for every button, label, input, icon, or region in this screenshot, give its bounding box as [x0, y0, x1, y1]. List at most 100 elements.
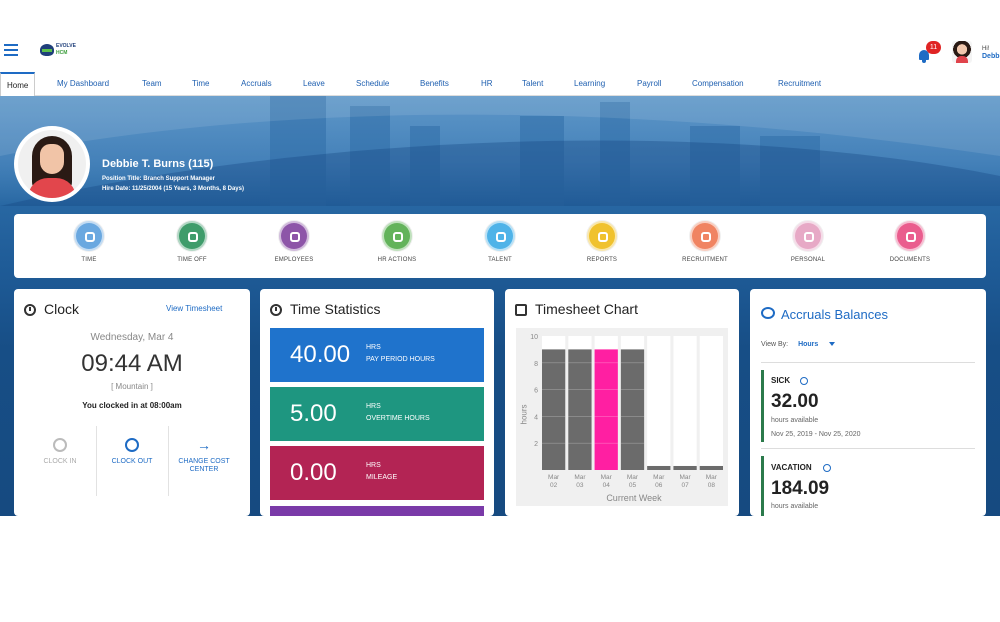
stat-overtime-hours[interactable]: 5.00 HRS OVERTIME HOURS: [270, 387, 484, 441]
stat-mileage[interactable]: 0.00 HRS MILEAGE: [270, 446, 484, 500]
document-icon: [895, 221, 925, 251]
tab-schedule[interactable]: Schedule: [356, 79, 390, 88]
tab-learning[interactable]: Learning: [574, 79, 606, 88]
timesheet-chart: 108642Mar02Mar03Mar04Mar05Mar06Mar07Mar0…: [530, 334, 723, 503]
accrual-type-sick: SICK: [771, 376, 791, 385]
quick-nav-hr-actions[interactable]: HR ACTIONS: [362, 221, 432, 263]
bar-background: [673, 336, 697, 470]
view-by-control[interactable]: View By: Hours: [761, 341, 818, 348]
accrual-type-vacation: VACATION: [771, 463, 812, 472]
bar-mar-07[interactable]: [673, 465, 697, 470]
x-tick-label: 04: [603, 482, 611, 489]
chevron-down-icon[interactable]: [829, 342, 835, 346]
company-logo[interactable]: EVOLVE HCM: [40, 42, 78, 60]
tab-hr[interactable]: HR: [481, 79, 493, 88]
quick-nav-label: TALENT: [488, 257, 512, 263]
hero-wave: [0, 96, 1000, 206]
divider: [96, 426, 97, 496]
x-tick-label: Mar: [574, 474, 586, 481]
hamburger-menu-icon[interactable]: [4, 44, 18, 56]
employee-name: Debbie T. Burns (115): [102, 158, 214, 170]
clock-timezone: [ Mountain ]: [111, 382, 153, 391]
star-icon: [485, 221, 515, 251]
info-icon[interactable]: [800, 377, 808, 385]
quick-nav-reports[interactable]: REPORTS: [567, 221, 637, 263]
hr-actions-icon: [382, 221, 412, 251]
clock-out-button[interactable]: CLOCK OUT: [102, 438, 162, 466]
chart-xlabel: Current Week: [606, 493, 662, 503]
x-tick-label: 02: [550, 482, 558, 489]
skyline-building: [350, 106, 390, 206]
greeting-text: Hi!: [982, 46, 990, 52]
view-timesheet-link[interactable]: View Timesheet: [166, 304, 223, 313]
stat-label: OVERTIME HOURS: [366, 415, 430, 422]
notifications-bell-icon[interactable]: [917, 48, 931, 64]
quick-nav-time[interactable]: TIME: [54, 221, 124, 263]
bar-mar-05[interactable]: [620, 349, 645, 470]
quick-nav-talent[interactable]: TALENT: [465, 221, 535, 263]
bar-mar-02[interactable]: [542, 349, 566, 470]
arrow-out-icon: [125, 438, 139, 452]
accruals-title: Accruals Balances: [781, 307, 888, 322]
quick-nav-label: RECRUITMENT: [682, 257, 728, 263]
user-avatar[interactable]: [952, 41, 972, 63]
stat-next-partial[interactable]: [270, 506, 484, 516]
tab-accruals[interactable]: Accruals: [241, 79, 272, 88]
x-tick-label: Mar: [679, 474, 691, 481]
people-icon: [279, 221, 309, 251]
person-icon: [793, 221, 823, 251]
x-tick-label: 03: [576, 482, 584, 489]
tab-my-dashboard[interactable]: My Dashboard: [57, 79, 110, 88]
y-tick-label: 10: [530, 334, 538, 341]
tab-time[interactable]: Time: [192, 79, 210, 88]
quick-nav-employees[interactable]: EMPLOYEES: [259, 221, 329, 263]
tab-talent[interactable]: Talent: [522, 79, 544, 88]
clock-time: 09:44 AM: [81, 350, 183, 377]
tab-home[interactable]: Home: [0, 72, 36, 96]
accrual-value-sick: 32.00: [771, 391, 819, 412]
x-tick-label: 08: [708, 482, 716, 489]
user-greeting[interactable]: Hi! Debbi: [982, 45, 1000, 61]
skyline-building: [410, 126, 440, 206]
bar-mar-04[interactable]: [594, 349, 618, 470]
bar-mar-08[interactable]: [699, 465, 723, 470]
stat-label: PAY PERIOD HOURS: [366, 356, 435, 363]
bar-mar-03[interactable]: [568, 349, 592, 470]
timesheet-chart-title: Timesheet Chart: [535, 301, 638, 317]
change-cost-center-button[interactable]: → CHANGE COST CENTER: [174, 438, 234, 474]
accrual-sub-vacation: hours available: [771, 503, 819, 510]
tab-team[interactable]: Team: [142, 79, 162, 88]
skyline-building: [600, 102, 630, 206]
x-tick-label: Mar: [627, 474, 639, 481]
quick-nav-label: EMPLOYEES: [274, 257, 314, 263]
tab-compensation[interactable]: Compensation: [692, 79, 744, 88]
clock-date: Wednesday, Mar 4: [90, 332, 174, 343]
arrow-right-icon: →: [197, 437, 211, 453]
tab-payroll[interactable]: Payroll: [637, 79, 662, 88]
stat-pay-period-hours[interactable]: 40.00 HRS PAY PERIOD HOURS: [270, 328, 484, 382]
quick-nav-recruitment[interactable]: RECRUITMENT: [670, 221, 740, 263]
bar-mar-06[interactable]: [647, 465, 671, 470]
divider: [761, 448, 975, 449]
chart-card-icon: [515, 304, 527, 316]
logo-line2: HCM: [56, 50, 68, 56]
y-tick-label: 4: [534, 414, 538, 421]
tab-recruitment[interactable]: Recruitment: [778, 79, 822, 88]
user-first-name: Debbi: [982, 53, 1000, 60]
quick-nav-label: REPORTS: [586, 257, 618, 263]
tab-benefits[interactable]: Benefits: [420, 79, 449, 88]
divider: [168, 426, 169, 496]
stat-unit: HRS: [366, 462, 381, 469]
clock-in-button[interactable]: CLOCK IN: [30, 438, 90, 466]
view-by-select[interactable]: Hours: [798, 341, 819, 348]
quick-nav-personal[interactable]: PERSONAL: [773, 221, 843, 263]
x-tick-label: Mar: [653, 474, 665, 481]
x-tick-label: 06: [655, 482, 663, 489]
notification-count-badge: 11: [926, 41, 941, 54]
profile-photo[interactable]: [14, 126, 90, 202]
quick-nav-time-off[interactable]: TIME OFF: [157, 221, 227, 263]
tab-leave[interactable]: Leave: [303, 79, 325, 88]
info-icon[interactable]: [823, 464, 831, 472]
quick-nav-label: PERSONAL: [790, 257, 826, 263]
quick-nav-documents[interactable]: DOCUMENTS: [875, 221, 945, 263]
